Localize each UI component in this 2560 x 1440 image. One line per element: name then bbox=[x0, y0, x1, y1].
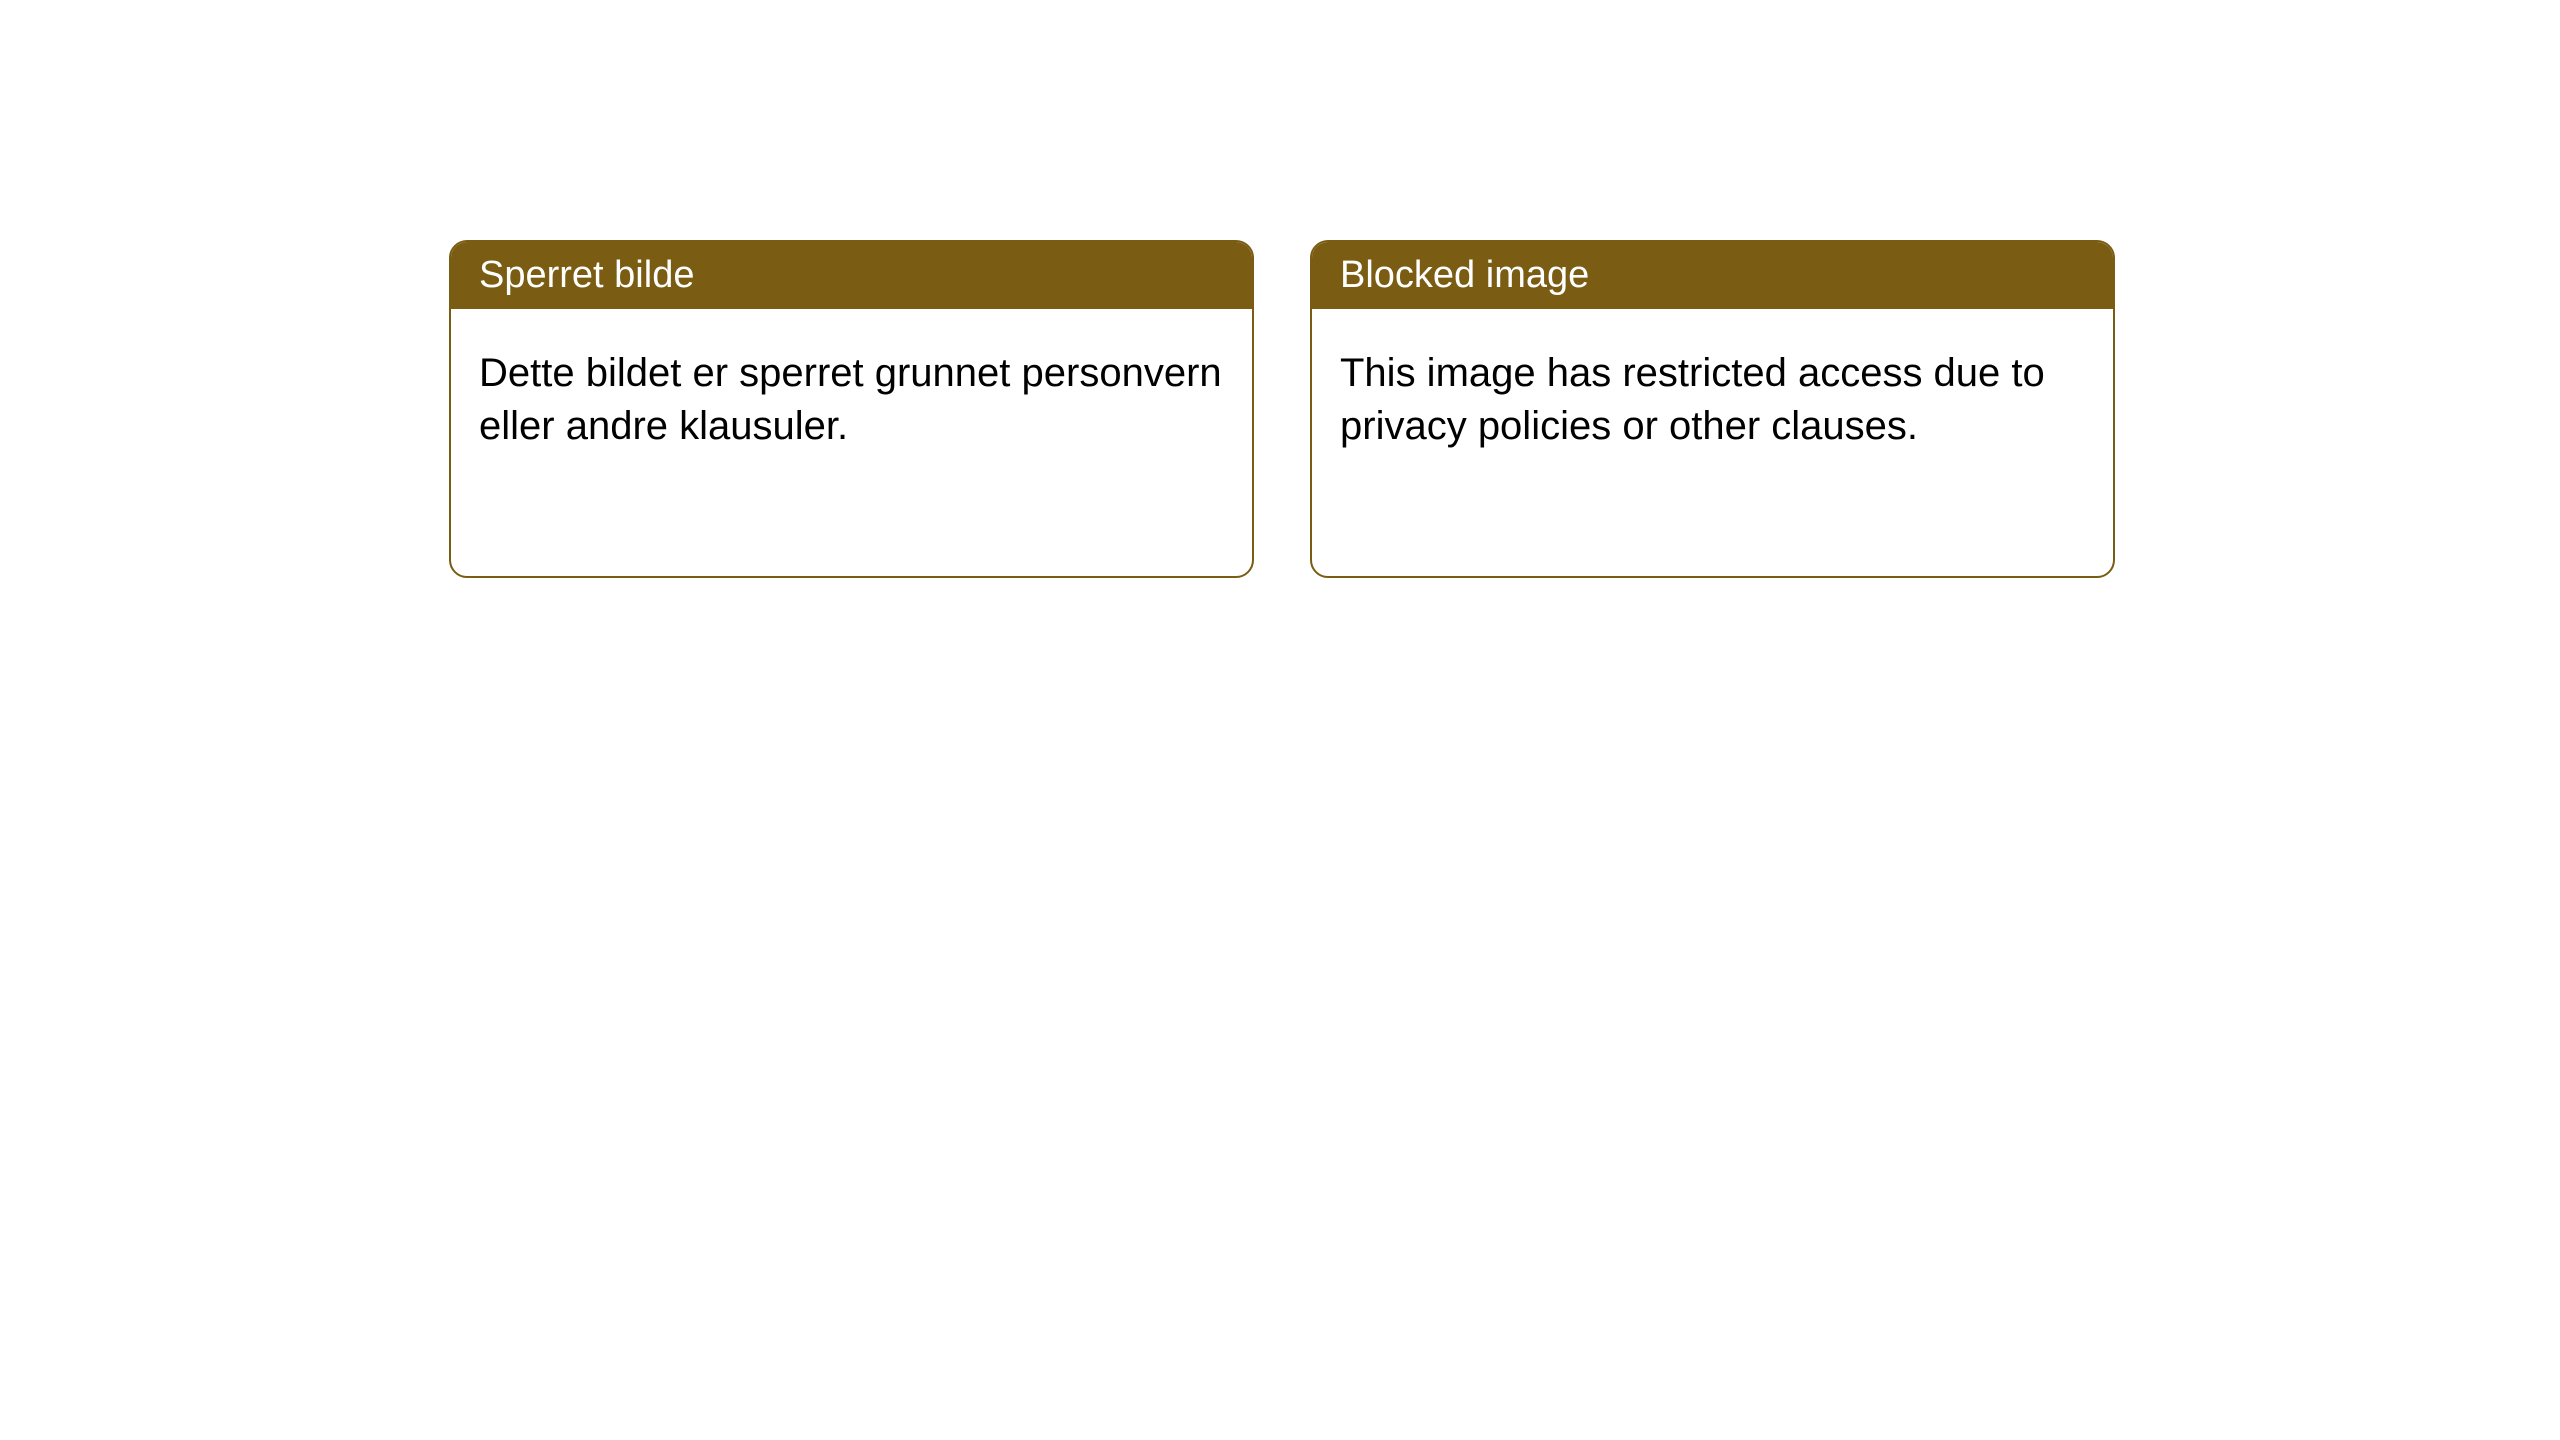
notice-card-header: Blocked image bbox=[1312, 242, 2113, 309]
notice-card-container: Sperret bilde Dette bildet er sperret gr… bbox=[449, 240, 2115, 578]
notice-card-norwegian: Sperret bilde Dette bildet er sperret gr… bbox=[449, 240, 1254, 578]
notice-card-body: Dette bildet er sperret grunnet personve… bbox=[451, 309, 1252, 491]
notice-card-header: Sperret bilde bbox=[451, 242, 1252, 309]
notice-card-body: This image has restricted access due to … bbox=[1312, 309, 2113, 491]
notice-card-english: Blocked image This image has restricted … bbox=[1310, 240, 2115, 578]
